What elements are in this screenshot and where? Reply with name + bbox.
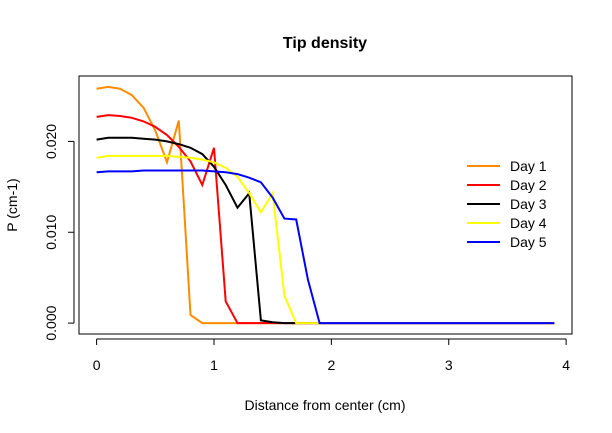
y-tick-label: 0.000 (43, 305, 59, 340)
x-tick-label: 1 (210, 357, 218, 373)
plot-frame (78, 75, 573, 335)
x-axis: 0 1 2 3 4 (93, 338, 570, 373)
x-tick-label: 2 (327, 357, 335, 373)
legend-label: Day 1 (510, 158, 547, 174)
series-line-day-5 (96, 169, 555, 325)
x-tick-label: 4 (562, 357, 570, 373)
legend-label: Day 3 (510, 196, 547, 212)
x-tick-label: 0 (93, 357, 101, 373)
y-axis-label: P (cm-1) (4, 178, 20, 231)
series-line-day-2 (96, 114, 555, 325)
x-axis-label: Distance from center (cm) (244, 397, 405, 413)
series-lines (96, 85, 555, 325)
y-axis: 0.000 0.010 0.020 (43, 124, 75, 341)
y-tick-label: 0.020 (43, 124, 59, 159)
legend-label: Day 2 (510, 177, 547, 193)
legend-label: Day 4 (510, 215, 547, 231)
series-line-day-4 (96, 154, 555, 325)
chart-title: Tip density (283, 35, 367, 52)
legend-label: Day 5 (510, 234, 547, 250)
legend: Day 1 Day 2 Day 3 Day 4 Day 5 (467, 158, 547, 250)
y-tick-label: 0.010 (43, 215, 59, 250)
x-tick-label: 3 (445, 357, 453, 373)
